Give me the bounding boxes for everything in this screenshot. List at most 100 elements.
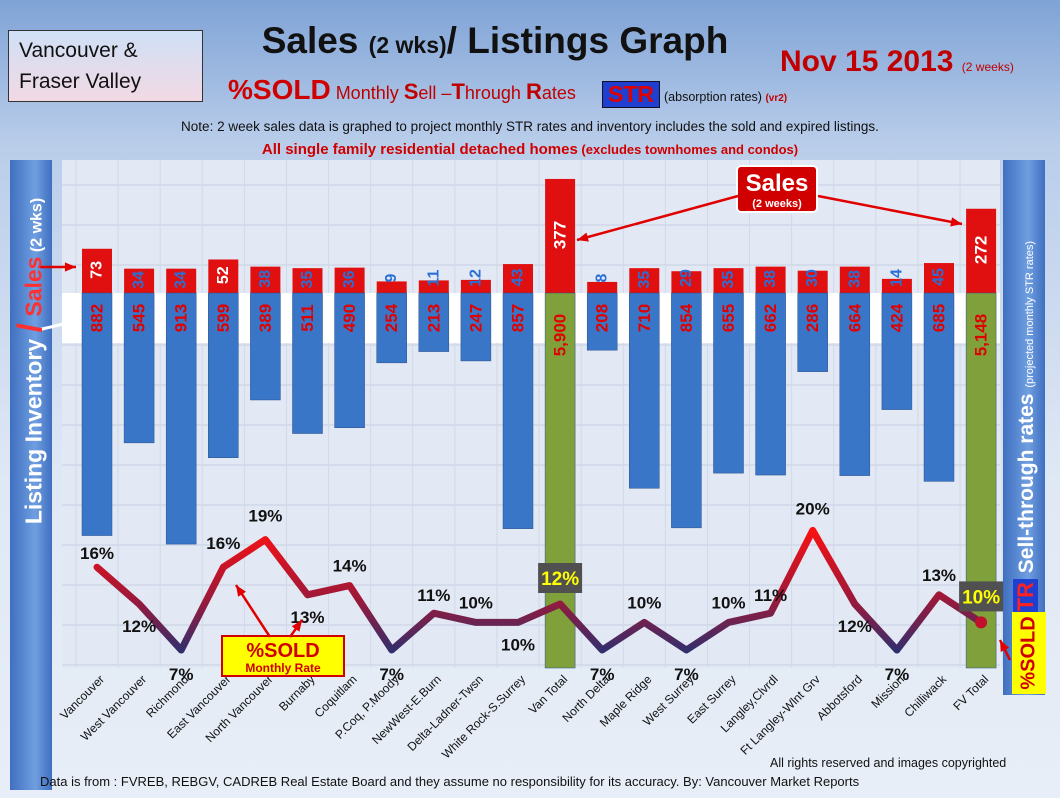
sales-bar: [166, 268, 197, 293]
right-axis-note: (projected monthly STR rates): [1024, 240, 1036, 388]
title-main: Sales: [261, 20, 369, 61]
sold-side-badge: %SOLD: [1012, 612, 1046, 694]
sales-value-label: 35: [636, 271, 653, 289]
sold-callout-box: [221, 635, 345, 677]
sales-arrow-left-head: [577, 232, 589, 242]
sales-value-label: 36: [341, 270, 358, 288]
listing-value-label: 882: [88, 304, 107, 332]
str-value-label: 19%: [248, 507, 282, 526]
listing-bar: [418, 292, 450, 352]
date-text: Nov 15 2013: [780, 45, 954, 78]
side-sold-arrow-head: [1000, 640, 1010, 652]
sales-value-label: 38: [762, 270, 779, 288]
sales-bar: [460, 279, 491, 293]
sales-bar: [924, 263, 954, 293]
region-box: Vancouver & Fraser Valley: [8, 30, 203, 102]
str-value-label: 16%: [206, 534, 240, 553]
listing-value-label: 213: [424, 304, 443, 332]
sales-bar: [629, 268, 660, 293]
sales-arrow-right: [817, 194, 963, 226]
date-note: (2 weeks): [961, 60, 1014, 74]
subnote-small: (excludes townhomes and condos): [577, 142, 799, 157]
right-axis-text: Sell-through rates: [1015, 387, 1038, 580]
listing-value-label: 490: [340, 304, 359, 332]
sales-arrow-right-head: [950, 217, 962, 227]
sales-value-label: 45: [931, 268, 948, 286]
region-line-2: Fraser Valley: [19, 70, 142, 93]
str-value-label: 7%: [590, 665, 615, 684]
str-value-label: 10%: [962, 587, 1000, 608]
listing-value-label: 685: [930, 304, 949, 332]
copyright: All rights reserved and images copyright…: [770, 756, 1007, 770]
sales-bar: [671, 271, 702, 293]
sales-bar: [334, 267, 365, 293]
str-total-box: [959, 581, 1004, 612]
x-axis-tick-label: Abbotsford: [814, 672, 865, 723]
listing-bar: [208, 292, 239, 458]
left-axis-banner: [10, 160, 52, 790]
sales-value-label: 8: [594, 273, 611, 282]
listing-value-label: 389: [256, 304, 275, 332]
sales-value-label: 35: [299, 271, 316, 289]
left-sales-arrow-head: [64, 262, 76, 272]
listing-bar: [502, 292, 534, 529]
str-value-label: 11%: [754, 586, 787, 605]
sales-bar: [418, 280, 449, 293]
listing-bar: [376, 292, 407, 364]
sales-bar: [292, 268, 323, 293]
data-source: Data is from : FVREB, REBGV, CADREB Real…: [40, 774, 860, 789]
str-value-label: 10%: [711, 593, 745, 612]
listing-bar: [81, 292, 113, 536]
left-axis-suffix: (2 wks): [28, 197, 46, 257]
subtitle-part: hrough: [464, 83, 526, 103]
sales-bar: [124, 268, 155, 293]
title-rest: / Listings Graph: [446, 20, 729, 61]
sales-value-label: 377: [551, 221, 570, 249]
sales-bar: [250, 266, 281, 293]
listing-bar: [755, 292, 786, 476]
sales-value-label: 11: [425, 269, 442, 286]
listing-bar: [671, 292, 702, 529]
chart-subnote: All single family residential detached h…: [0, 141, 1060, 158]
listing-bar: [881, 292, 913, 410]
sales-bar: [755, 266, 786, 293]
listing-value-label: 208: [593, 304, 612, 332]
sales-bar: [587, 281, 618, 293]
sales-bar: [797, 270, 828, 293]
listing-value-label: 854: [677, 303, 696, 332]
str-value-label: 7%: [674, 665, 699, 684]
str-total-box: [538, 563, 583, 593]
sales-callout-sub: (2 weeks): [752, 198, 802, 210]
str-value-label: 7%: [379, 665, 404, 684]
report-date: Nov 15 2013 (2 weeks): [780, 45, 1014, 79]
sold-arrow-right-head: [291, 620, 302, 632]
sales-bar: [881, 278, 912, 293]
subtitle: %SOLD Monthly Sell –Through Rates: [228, 74, 576, 106]
listing-value-label: 662: [761, 304, 780, 332]
listing-value-label: 545: [130, 304, 149, 332]
listing-bar: [165, 292, 197, 545]
listing-bar: [713, 292, 744, 474]
x-axis-tick-label: Delta-Ladner-Twsn: [404, 672, 486, 754]
sales-bar: [376, 281, 407, 293]
str-value-label: 20%: [796, 499, 830, 518]
listing-bar: [629, 292, 660, 489]
sales-bar: [545, 178, 576, 293]
sales-callout-title: Sales: [746, 170, 809, 197]
sales-value-label: 34: [173, 271, 190, 289]
sales-value-label: 52: [215, 266, 232, 284]
listing-bar: [123, 292, 155, 444]
listing-bar: [923, 292, 955, 482]
region-line-1: Vancouver &: [19, 39, 138, 62]
sales-value-label: 14: [888, 269, 905, 287]
str-value-label: 11%: [417, 586, 450, 605]
listing-value-label: 913: [172, 304, 191, 332]
listing-value-label: 5,900: [551, 314, 570, 357]
sales-value-label: 30: [804, 269, 821, 287]
sales-value-label: 29: [678, 269, 695, 287]
subtitle-part: ell –: [418, 83, 452, 103]
subtitle-part: ates: [541, 83, 576, 103]
absorption-note: (absorption rates) (vr2): [664, 90, 787, 104]
sold-callout-title: %SOLD: [246, 640, 319, 662]
